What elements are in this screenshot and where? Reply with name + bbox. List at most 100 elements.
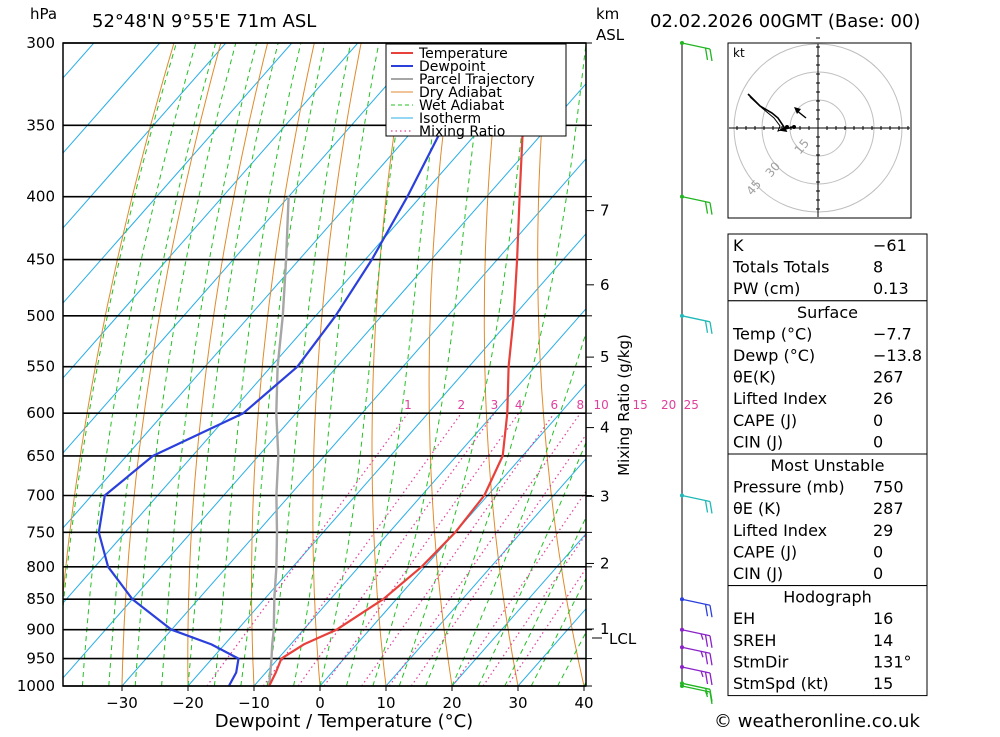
wind-barb-feather <box>700 651 704 658</box>
wet-adiabat-line <box>81 43 197 686</box>
credit-text: © weatheronline.co.uk <box>714 711 920 732</box>
wet-adiabat-line <box>319 43 411 686</box>
wind-barb-shaft <box>681 682 711 690</box>
wet-adiabat-line <box>213 43 302 686</box>
table-row-value: 16 <box>873 609 893 628</box>
hodograph: kt 15 30 45 <box>727 37 912 219</box>
wet-adiabat-line <box>161 43 258 686</box>
pressure-tick-label: 600 <box>26 404 55 422</box>
table-row-value: 0 <box>873 432 883 451</box>
hodograph-trace-shadow <box>749 96 789 132</box>
mixing-ratio-value-label: 4 <box>515 398 523 412</box>
wind-barb-feather <box>709 202 713 215</box>
pressure-unit-label: hPa <box>30 5 57 23</box>
wet-adiabat-line <box>240 43 326 686</box>
table-section-title: Most Unstable <box>771 456 885 475</box>
isotherm-line <box>451 532 586 686</box>
indices-table: K −61 Totals Totals 8 PW (cm) 0.13 Surface Temp… <box>727 233 928 697</box>
legend-box <box>385 43 567 137</box>
table-row-value: 750 <box>873 478 904 497</box>
wind-barb-feather <box>709 501 713 514</box>
table-row-label: Pressure (mb) <box>733 478 845 497</box>
dry-adiabat-line <box>63 43 175 601</box>
table-row-value: 15 <box>873 674 893 693</box>
temperature-tick-label: 0 <box>315 694 325 712</box>
mixing-ratio-value-label: 1 <box>404 398 412 412</box>
pressure-tick-label: 500 <box>26 307 55 325</box>
hodograph-axis-ticks <box>727 37 909 219</box>
pressure-tick-label: 300 <box>26 34 55 52</box>
legend-dry-adiabat: Dry Adiabat <box>419 85 502 101</box>
table-row-label: EH <box>733 609 755 628</box>
wet-adiabat-line <box>293 43 380 686</box>
height-tick-label: 5 <box>600 348 610 366</box>
datetime-title: 02.02.2026 00GMT (Base: 00) <box>650 11 920 32</box>
pressure-tick-label: 800 <box>26 558 55 576</box>
table-row-value: 8 <box>873 258 883 277</box>
wind-barb-shaft <box>681 315 711 323</box>
dry-adiabat-line <box>537 43 585 686</box>
height-tick-labels: 1 2 3 4 5 6 7 <box>586 202 610 638</box>
isotherm-line <box>63 82 586 679</box>
wet-adiabat-line <box>108 43 217 686</box>
legend: Temperature Dewpoint Parcel Trajectory D… <box>385 43 567 140</box>
table-row-value: 0 <box>873 411 883 430</box>
wind-barb-shaft <box>681 666 711 674</box>
isotherm-line <box>63 43 359 379</box>
height-tick-label: 3 <box>600 487 610 505</box>
wet-adiabat-line <box>266 43 352 686</box>
x-axis-label: Dewpoint / Temperature (°C) <box>215 711 473 732</box>
isotherm-line <box>121 157 586 686</box>
isotherm-line <box>63 43 293 304</box>
wind-barb <box>680 493 713 514</box>
pressure-tick-label: 750 <box>26 523 55 541</box>
wind-barb <box>680 627 713 648</box>
dry-adiabat-line <box>312 43 362 686</box>
pressure-tick-label: 850 <box>26 590 55 608</box>
legend-dewpoint: Dewpoint <box>419 59 486 75</box>
legend-wet-adiabat: Wet Adiabat <box>419 98 505 114</box>
temperature-tick-labels: −30 −20 −10 0 10 20 30 40 <box>106 686 594 712</box>
table-row-label: StmDir <box>733 652 789 671</box>
table-row-label: CAPE (J) <box>733 542 797 561</box>
table-section <box>727 300 928 455</box>
table-row-label: CAPE (J) <box>733 411 797 430</box>
table-row-label: Lifted Index <box>733 521 827 540</box>
mixing-ratio-line <box>262 412 462 686</box>
table-row-label: CIN (J) <box>733 564 783 583</box>
pressure-tick-label: 350 <box>26 116 55 134</box>
wet-adiabat-line <box>477 441 586 686</box>
dry-adiabat-line <box>969 43 1000 686</box>
isotherm-line <box>63 43 425 454</box>
temperature-tick-label: −20 <box>172 694 204 712</box>
table-section-title: Surface <box>797 303 858 322</box>
table-row-label: θE(K) <box>733 368 776 387</box>
wind-barb-feather <box>709 605 713 618</box>
pressure-tick-label: 400 <box>26 188 55 206</box>
location-title: 52°48'N 9°55'E 71m ASL <box>92 11 316 32</box>
table-row-value: −7.7 <box>873 324 912 343</box>
pressure-tick-label: 700 <box>26 487 55 505</box>
hodograph-point <box>792 125 796 129</box>
isotherm-line <box>253 307 586 686</box>
pressure-tick-label: 550 <box>26 358 55 376</box>
isotherm-line <box>63 43 557 604</box>
profiles <box>97 43 538 686</box>
skewt-plot: 3003504004505005506006507007508008509009… <box>17 34 1000 732</box>
asl-unit-label: ASL <box>596 26 625 44</box>
table-row-label: Totals Totals <box>732 258 830 277</box>
table-row-label: θE (K) <box>733 499 781 518</box>
wind-barb-feather <box>704 201 709 214</box>
lcl-label: LCL <box>609 630 637 648</box>
wind-barb-feather <box>700 670 704 678</box>
wind-barb-shaft <box>681 629 711 637</box>
wind-barb-feather <box>709 635 713 648</box>
plot-frame <box>62 42 587 687</box>
wind-barb-feather <box>704 634 709 647</box>
wet-adiabat-line <box>187 43 279 686</box>
wind-barb-feather <box>709 689 713 702</box>
dry-adiabat-line <box>923 43 1000 686</box>
isotherm-line <box>319 382 586 686</box>
wet-adiabat-line <box>63 43 177 612</box>
dry-adiabat-line <box>640 43 717 686</box>
